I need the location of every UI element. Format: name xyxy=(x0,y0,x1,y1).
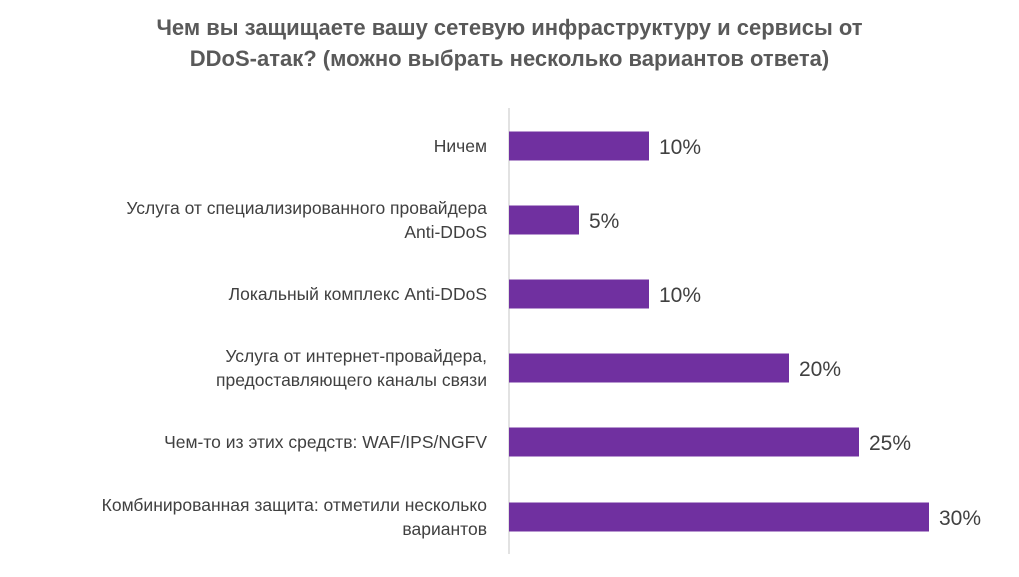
chart-title-line-1: Чем вы защищаете вашу сетевую инфраструк… xyxy=(156,15,863,40)
bar-1 xyxy=(509,205,579,235)
bar-2 xyxy=(509,279,649,309)
value-label-4: 25% xyxy=(869,432,911,455)
category-label-0-line-0: Ничем xyxy=(434,136,487,156)
bar-4 xyxy=(509,427,859,457)
value-label-5: 30% xyxy=(939,507,981,530)
category-label-5-line-0: Комбинированная защита: отметили несколь… xyxy=(102,495,487,515)
value-label-0: 10% xyxy=(659,136,701,159)
value-label-2: 10% xyxy=(659,284,701,307)
bar-5 xyxy=(509,502,929,532)
category-label-4-line-0: Чем-то из этих средств: WAF/IPS/NGFV xyxy=(164,432,487,452)
bars-group: 10% Ничем 5% Услуга от специализированного … xyxy=(102,131,981,539)
value-label-3: 20% xyxy=(799,358,841,381)
category-label-3-line-0: Услуга от интернет-провайдера, xyxy=(225,346,487,366)
value-label-1: 5% xyxy=(589,210,619,233)
category-label-3-line-1: предоставляющего каналы связи xyxy=(216,370,487,390)
category-label-1-line-0: Услуга от специализированного провайдера xyxy=(126,198,487,218)
category-label-5-line-1: вариантов xyxy=(402,519,487,539)
chart-title: Чем вы защищаете вашу сетевую инфраструк… xyxy=(0,12,1019,74)
category-label-2-line-0: Локальный комплекс Anti-DDoS xyxy=(229,284,487,304)
bar-3 xyxy=(509,353,789,383)
category-label-1-line-1: Anti-DDoS xyxy=(404,222,487,242)
chart-title-line-2: DDoS-атак? (можно выбрать несколько вари… xyxy=(189,46,830,71)
bar-0 xyxy=(509,131,649,161)
